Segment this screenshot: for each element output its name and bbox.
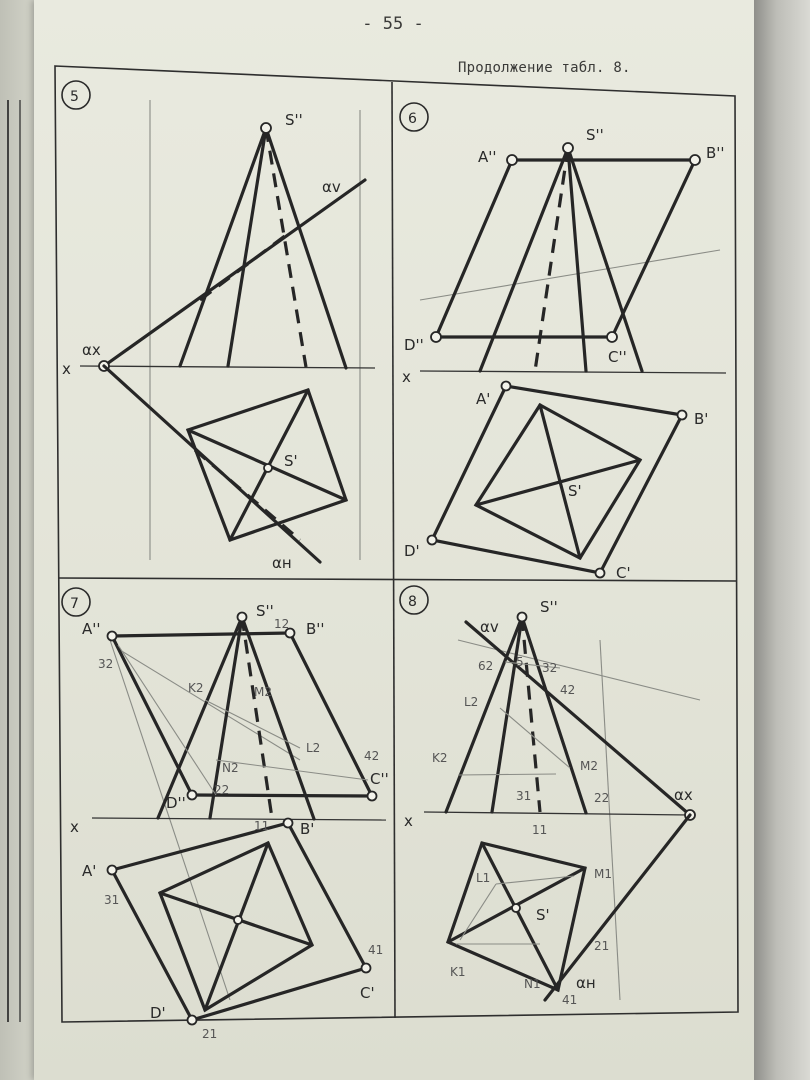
apex-point-h	[263, 463, 273, 473]
label-n-v: N2	[222, 761, 239, 775]
label-a-v: A''	[478, 148, 497, 166]
panel-8: 8 x αv S'' 62 5 32 42 L2 K2 M2 31 22 αx	[399, 585, 696, 1007]
label-d-h: D'	[404, 542, 420, 560]
label-m-h: M1	[594, 867, 612, 881]
label-s-h: S'	[284, 452, 298, 470]
trace-v-line	[464, 620, 692, 817]
label-one-h: 11	[532, 823, 547, 837]
label-l-v: L2	[464, 695, 478, 709]
label-c-h: C'	[616, 564, 631, 582]
label-s-v: S''	[586, 126, 604, 144]
label-trace-v: αv	[480, 618, 499, 636]
label-k-v: K2	[188, 681, 204, 695]
panel-number-circle	[61, 587, 91, 617]
label-c-v: C''	[608, 348, 627, 366]
label-vanish: αx	[674, 786, 693, 804]
page-number: - 55 -	[362, 14, 424, 34]
label-b-h: B'	[300, 820, 314, 838]
label-two-h: 21	[202, 1027, 217, 1041]
label-trace-h: αн	[272, 554, 292, 572]
label-two-h: 21	[594, 939, 609, 953]
label-trace-v: αv	[322, 178, 341, 196]
label-b-v: B''	[306, 620, 325, 638]
label-d-v: D''	[166, 794, 186, 812]
axis-label: x	[70, 818, 79, 836]
label-s-h: S'	[568, 482, 582, 500]
label-six-v: 62	[478, 659, 493, 673]
panel-number-circle	[399, 102, 429, 132]
label-four-v: 42	[560, 683, 575, 697]
panel-number: 7	[70, 596, 79, 612]
label-s-v: S''	[256, 602, 274, 620]
label-trace-h: αн	[576, 974, 596, 992]
projection-axis	[91, 817, 387, 821]
label-c-h: C'	[360, 984, 375, 1002]
axis-label: x	[402, 368, 411, 386]
projection-axis	[419, 370, 727, 374]
label-m-v: M2	[254, 685, 272, 699]
label-three-b: 31	[516, 789, 531, 803]
label-d-v: D''	[404, 336, 424, 354]
book-edge	[754, 0, 810, 1080]
apex-point	[260, 122, 272, 134]
axis-label: x	[404, 812, 413, 830]
label-b-v: B''	[706, 144, 725, 162]
label-one-v: 12	[274, 617, 289, 631]
axis-label: x	[62, 360, 71, 378]
label-m-v: M2	[580, 759, 598, 773]
label-k-v: K2	[432, 751, 448, 765]
label-four-v: 42	[364, 749, 379, 763]
label-three-v: 32	[98, 657, 113, 671]
panel-number-circle	[399, 585, 429, 615]
label-l-v: L2	[306, 741, 320, 755]
label-c-v: C''	[370, 770, 389, 788]
label-two-v: 22	[214, 783, 229, 797]
panel-number: 5	[70, 89, 79, 105]
label-four-h: 41	[562, 993, 577, 1007]
projection-axis	[423, 811, 691, 816]
label-three-v: 32	[542, 661, 557, 675]
label-s-v: S''	[540, 598, 558, 616]
label-five-v: 5	[516, 655, 524, 669]
panel-number: 8	[408, 594, 417, 610]
panel-6: 6 x A'' S'' B'' D'' C'' A' B' S' D'	[399, 102, 727, 582]
label-one-h: 11	[254, 819, 269, 833]
label-n-h: N1	[524, 977, 541, 991]
label-two-v: 22	[594, 791, 609, 805]
label-d-h: D'	[150, 1004, 166, 1022]
label-four-h: 41	[368, 943, 383, 957]
label-three-h: 31	[104, 893, 119, 907]
table-caption: Продолжение табл. 8.	[458, 60, 631, 76]
label-vanish: αx	[82, 341, 101, 359]
trace-h-line	[543, 813, 692, 1002]
label-b-h: B'	[694, 410, 708, 428]
label-a-h: A'	[82, 862, 96, 880]
panel-number: 6	[408, 111, 417, 127]
trace-h-line	[102, 364, 322, 564]
label-a-h: A'	[476, 390, 490, 408]
label-s-v: S''	[285, 111, 303, 129]
panel-7: 7 x A'' S'' 12 B'' 32 K2 M2 L2 N2 42 22 …	[61, 587, 389, 1041]
label-k-h: K1	[450, 965, 466, 979]
label-s-h: S'	[536, 906, 550, 924]
panel-number-circle	[61, 80, 91, 110]
panel-5: 5 x S'' αv αx S' αн	[61, 80, 376, 572]
table-frame	[54, 65, 739, 1023]
label-l-h: L1	[476, 871, 490, 885]
trace-v-line	[102, 178, 367, 368]
label-a-v: A''	[82, 620, 101, 638]
